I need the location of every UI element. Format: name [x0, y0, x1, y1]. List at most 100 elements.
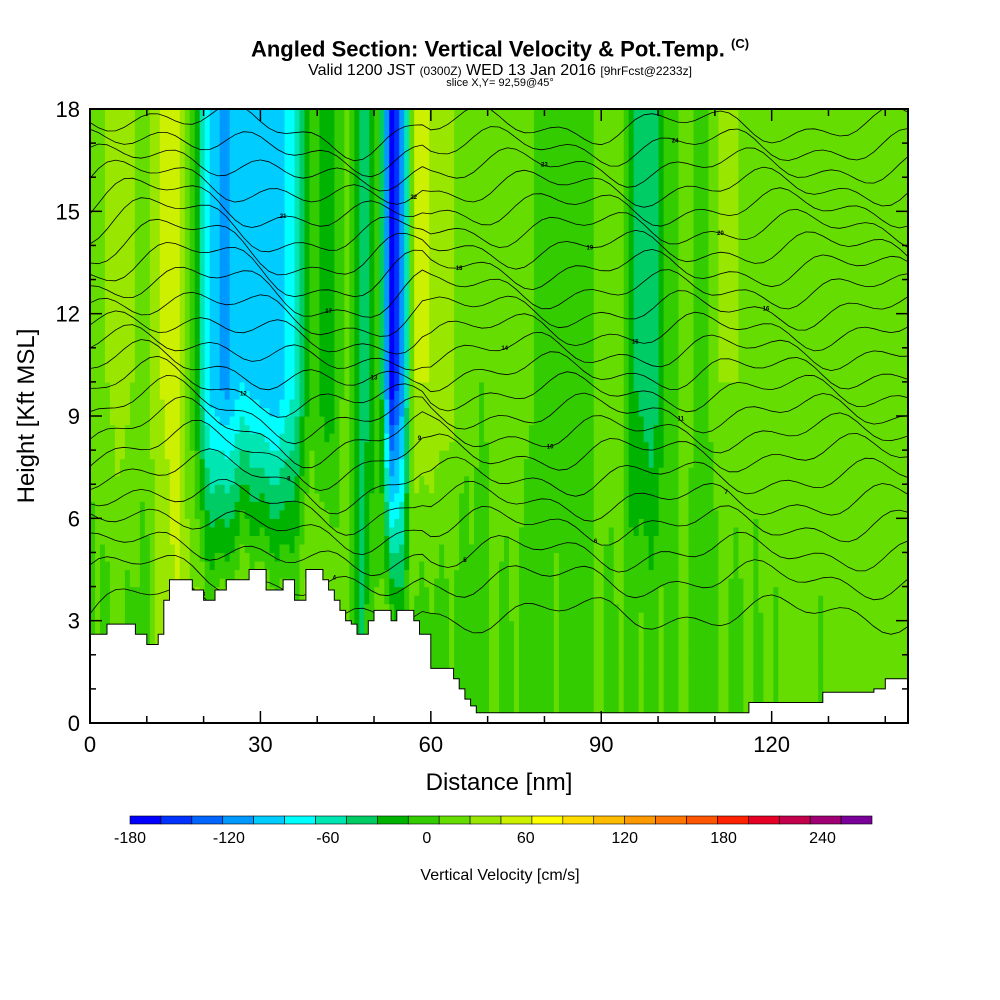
velocity-cell: [379, 126, 385, 136]
velocity-cell: [254, 236, 261, 247]
velocity-cell: [299, 390, 306, 400]
velocity-cell: [429, 433, 435, 443]
velocity-cell: [394, 322, 400, 332]
velocity-cell: [294, 134, 301, 144]
velocity-cell: [129, 313, 136, 323]
velocity-cell: [404, 356, 410, 366]
velocity-cell: [339, 117, 345, 127]
velocity-cell: [99, 236, 106, 247]
velocity-cell: [114, 467, 121, 477]
velocity-cell: [114, 168, 121, 178]
velocity-cell: [159, 177, 166, 187]
velocity-cell: [294, 202, 301, 212]
velocity-cell: [104, 518, 111, 528]
velocity-cell: [404, 177, 410, 187]
velocity-cell: [404, 143, 410, 153]
velocity-cell: [189, 398, 196, 409]
velocity-cell: [349, 492, 355, 502]
velocity-cell: [204, 313, 211, 323]
velocity-cell: [264, 390, 271, 400]
velocity-cell: [339, 109, 345, 119]
velocity-cell: [389, 151, 395, 161]
velocity-cell: [349, 603, 355, 613]
velocity-cell: [104, 458, 111, 468]
velocity-cell: [399, 484, 405, 494]
velocity-cell: [194, 526, 201, 536]
velocity-cell: [339, 202, 345, 212]
velocity-cell: [109, 271, 116, 281]
velocity-cell: [409, 560, 415, 571]
velocity-cell: [384, 501, 390, 511]
velocity-cell: [94, 262, 101, 272]
velocity-cell: [264, 185, 271, 195]
velocity-cell: [404, 398, 410, 409]
velocity-cell: [164, 390, 171, 400]
velocity-cell: [179, 560, 186, 571]
velocity-cell: [174, 518, 181, 528]
velocity-cell: [149, 620, 156, 630]
velocity-cell: [419, 313, 425, 323]
velocity-cell: [349, 185, 355, 195]
velocity-cell: [429, 407, 435, 417]
velocity-cell: [409, 364, 415, 374]
velocity-cell: [159, 560, 166, 571]
velocity-cell: [199, 126, 206, 136]
velocity-cell: [369, 475, 375, 485]
velocity-cell: [234, 373, 241, 383]
velocity-cell: [179, 381, 186, 392]
velocity-cell: [139, 296, 146, 306]
velocity-cell: [324, 501, 331, 511]
velocity-cell: [294, 381, 301, 392]
velocity-cell: [179, 279, 186, 289]
velocity-cell: [224, 143, 231, 153]
velocity-cell: [144, 620, 151, 630]
velocity-cell: [359, 475, 365, 485]
velocity-cell: [334, 552, 340, 562]
velocity-cell: [254, 143, 261, 153]
velocity-cell: [434, 595, 440, 605]
velocity-cell: [344, 612, 350, 622]
velocity-cell: [359, 313, 365, 323]
velocity-cell: [254, 126, 261, 136]
velocity-cell: [144, 347, 151, 357]
velocity-cell: [379, 185, 385, 195]
velocity-cell: [229, 236, 236, 247]
velocity-cell: [224, 339, 231, 349]
velocity-cell: [384, 168, 390, 178]
velocity-cell: [179, 518, 186, 528]
velocity-cell: [264, 262, 271, 272]
velocity-cell: [329, 117, 335, 127]
velocity-cell: [124, 313, 131, 323]
velocity-cell: [329, 253, 335, 264]
velocity-cell: [159, 160, 166, 170]
velocity-cell: [304, 330, 311, 340]
velocity-cell: [104, 347, 111, 357]
velocity-cell: [434, 612, 440, 622]
velocity-cell: [90, 279, 96, 289]
velocity-cell: [394, 578, 400, 588]
velocity-cell: [129, 322, 136, 332]
velocity-cell: [429, 305, 435, 315]
velocity-cell: [124, 134, 131, 144]
velocity-cell: [144, 117, 151, 127]
velocity-cell: [294, 236, 301, 247]
velocity-cell: [114, 185, 121, 195]
velocity-cell: [329, 560, 335, 571]
velocity-cell: [289, 501, 296, 511]
velocity-cell: [379, 322, 385, 332]
velocity-cell: [234, 450, 241, 460]
velocity-cell: [319, 475, 326, 485]
velocity-cell: [229, 253, 236, 264]
velocity-cell: [319, 509, 326, 519]
velocity-cell: [114, 475, 121, 485]
velocity-cell: [299, 117, 306, 127]
velocity-cell: [94, 160, 101, 170]
velocity-cell: [204, 475, 211, 485]
velocity-cell: [269, 560, 276, 571]
velocity-cell: [339, 578, 345, 588]
velocity-cell: [284, 126, 291, 136]
velocity-cell: [119, 441, 126, 451]
velocity-cell: [244, 398, 251, 409]
velocity-cell: [249, 313, 256, 323]
velocity-cell: [389, 569, 395, 579]
